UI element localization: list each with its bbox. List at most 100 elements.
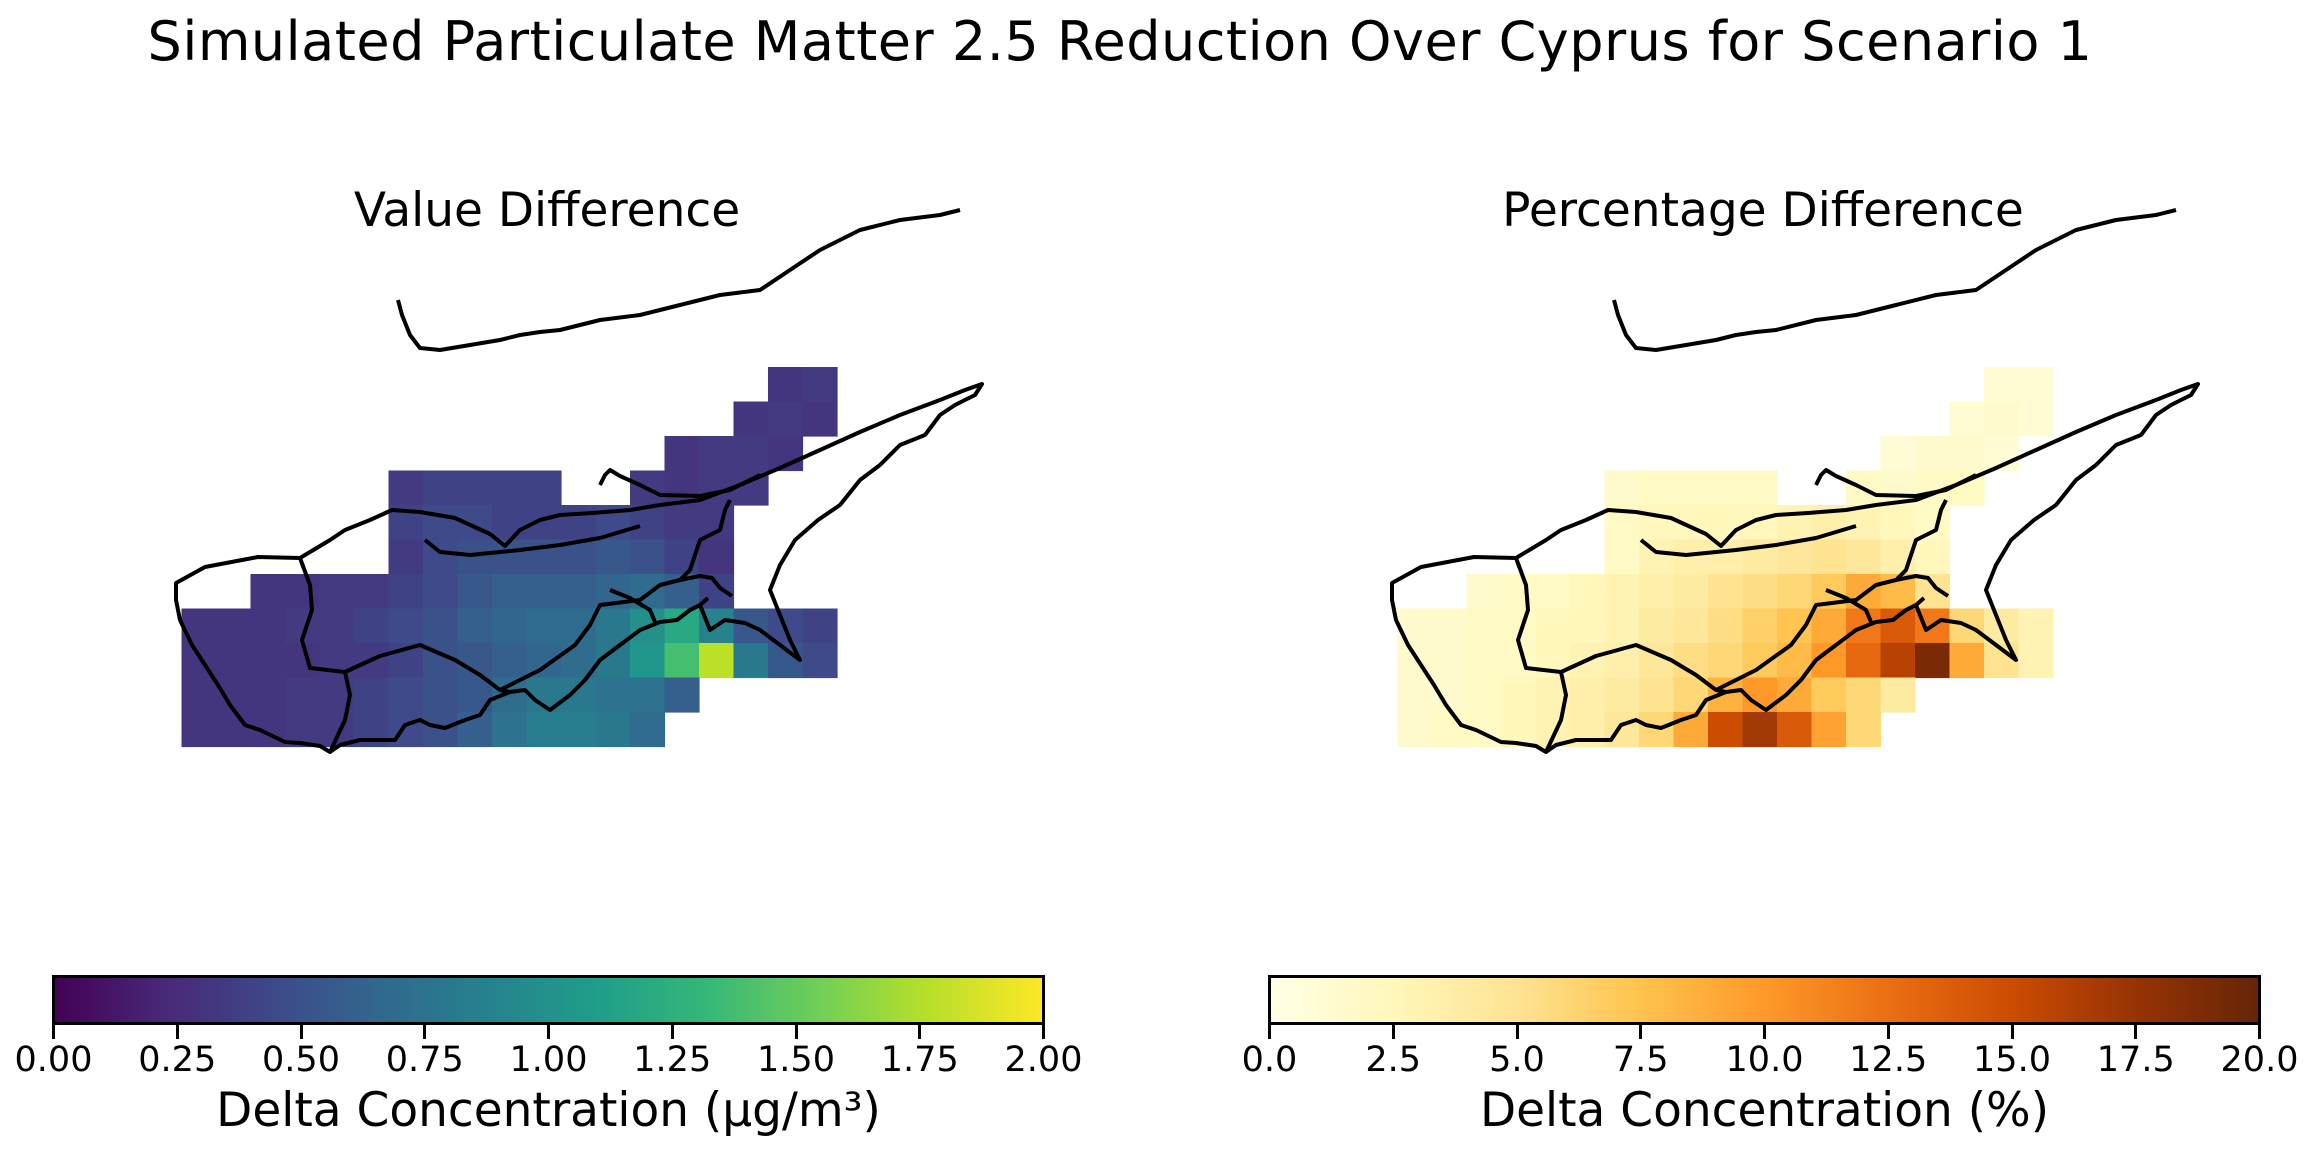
heatmap-cell (388, 608, 424, 644)
heatmap-cell (1570, 608, 1606, 644)
colorbar-tick-label: 0.50 (262, 1040, 340, 1080)
heatmap-cell (595, 712, 631, 748)
district-boundary (679, 574, 734, 598)
heatmap-cell (423, 470, 459, 506)
colorbar-tick (1763, 1025, 1766, 1039)
colorbar-tick-label: 15.0 (1973, 1040, 2051, 1080)
heatmap-cell (1742, 470, 1778, 506)
heatmap-cell (1604, 574, 1640, 610)
district-boundary (1514, 557, 1568, 753)
heatmap-cell (561, 505, 597, 541)
district-boundary (1715, 499, 1948, 692)
heatmap-cell (699, 539, 735, 575)
heatmap-cell (1708, 712, 1744, 748)
district-boundary (298, 557, 352, 753)
heatmap-cell (250, 643, 286, 679)
colorbar-tick (1391, 1025, 1395, 1039)
colorbar-tick-label: 2.5 (1365, 1040, 1422, 1080)
colorbar-percentage-difference (1268, 975, 2261, 1025)
heatmap-cell (1880, 643, 1916, 679)
heatmap-cell (1811, 539, 1847, 575)
heatmap-cell (1397, 677, 1433, 713)
panel-title-value-difference: Value Difference (353, 183, 741, 238)
heatmap-cell (457, 574, 493, 610)
heatmap-cell (630, 643, 666, 679)
colorbar-tick-label: 1.00 (509, 1040, 588, 1080)
heatmap-cell (1432, 608, 1468, 644)
heatmap-cell (1466, 574, 1502, 610)
heatmap-cell (1639, 608, 1675, 644)
heatmap-cell (1708, 574, 1744, 610)
panel-title-percentage-difference: Percentage Difference (1502, 183, 2024, 238)
heatmap-cell (595, 608, 631, 644)
colorbar-tick (423, 1025, 427, 1039)
heatmap-cell (699, 643, 735, 679)
heatmap-cell (1673, 539, 1709, 575)
colorbar-tick-label: 1.50 (757, 1040, 835, 1080)
heatmap-cell (802, 401, 838, 437)
heatmap-cell (1846, 712, 1882, 748)
colorbar-tick (547, 1025, 550, 1039)
heatmap-cell (1742, 574, 1778, 610)
heatmap-cell (802, 643, 838, 679)
heatmap-cell (733, 401, 769, 437)
heatmap-cell (630, 677, 666, 713)
colorbar-tick (1639, 1025, 1643, 1039)
colorbar-label-percentage: Delta Concentration (%) (1479, 1083, 2050, 1138)
colorbar-tick-label: 10.0 (1725, 1040, 1804, 1080)
heatmap-cell (1466, 643, 1502, 679)
heatmap-cell (1846, 539, 1882, 575)
heatmap-cell (802, 367, 838, 403)
heatmap-cell (1708, 470, 1744, 506)
island-outline (1390, 382, 2200, 754)
heatmap-cell (1811, 677, 1847, 713)
heatmap-cell (492, 505, 528, 541)
heatmap-cell (561, 712, 597, 748)
heatmap-cell (250, 677, 286, 713)
island-outline (174, 382, 984, 754)
figure-title: Simulated Particulate Matter 2.5 Reducti… (147, 10, 2093, 73)
heatmap-cell (492, 470, 528, 506)
heatmap-cell (1846, 677, 1882, 713)
colorbar-tick-label: 1.75 (880, 1040, 959, 1080)
colorbar-tick (1042, 1025, 1045, 1039)
colorbar-tick-label: 7.5 (1612, 1040, 1669, 1080)
heatmap-cell (1708, 608, 1744, 644)
colorbar-tick (175, 1025, 179, 1039)
heatmap-cell (1880, 505, 1916, 541)
colorbar-tick-label: 1.25 (633, 1040, 712, 1080)
colorbar-tick (1886, 1025, 1890, 1039)
district-boundary (1895, 574, 1950, 598)
heatmap-cell (1639, 677, 1675, 713)
colorbar-tick (1515, 1025, 1519, 1039)
colorbar-tick (2134, 1025, 2138, 1039)
heatmap-cell (1984, 401, 2020, 437)
heatmap-cell (630, 712, 666, 748)
heatmap-cell (423, 712, 459, 748)
colorbar-tick-label: 0.75 (385, 1040, 464, 1080)
heatmap-cell (1466, 677, 1502, 713)
heatmap-cell (1501, 677, 1537, 713)
heatmap-cell (1604, 539, 1640, 575)
district-boundary (689, 596, 710, 612)
heatmap-cell (630, 539, 666, 575)
heatmap-cell (1777, 677, 1813, 713)
heatmap-cell (1639, 470, 1675, 506)
colorbar-value-difference (52, 975, 1045, 1025)
heatmap-cell (250, 574, 286, 610)
heatmap-cell (457, 470, 493, 506)
district-boundary (1905, 596, 1926, 612)
heatmap-cell (423, 574, 459, 610)
heatmap-cell (285, 677, 321, 713)
heatmap-cell (630, 574, 666, 610)
heatmap-cell (1880, 677, 1916, 713)
heatmap-cell (457, 539, 493, 575)
heatmap-cell (423, 677, 459, 713)
heatmap-cell (1604, 608, 1640, 644)
heatmap-cell (1949, 436, 1985, 472)
colorbar-tick (1268, 1025, 1271, 1039)
heatmap-cell (768, 401, 804, 437)
heatmap-cell (1742, 608, 1778, 644)
heatmap-cell (2018, 608, 2054, 644)
heatmap-cell (1639, 712, 1675, 748)
